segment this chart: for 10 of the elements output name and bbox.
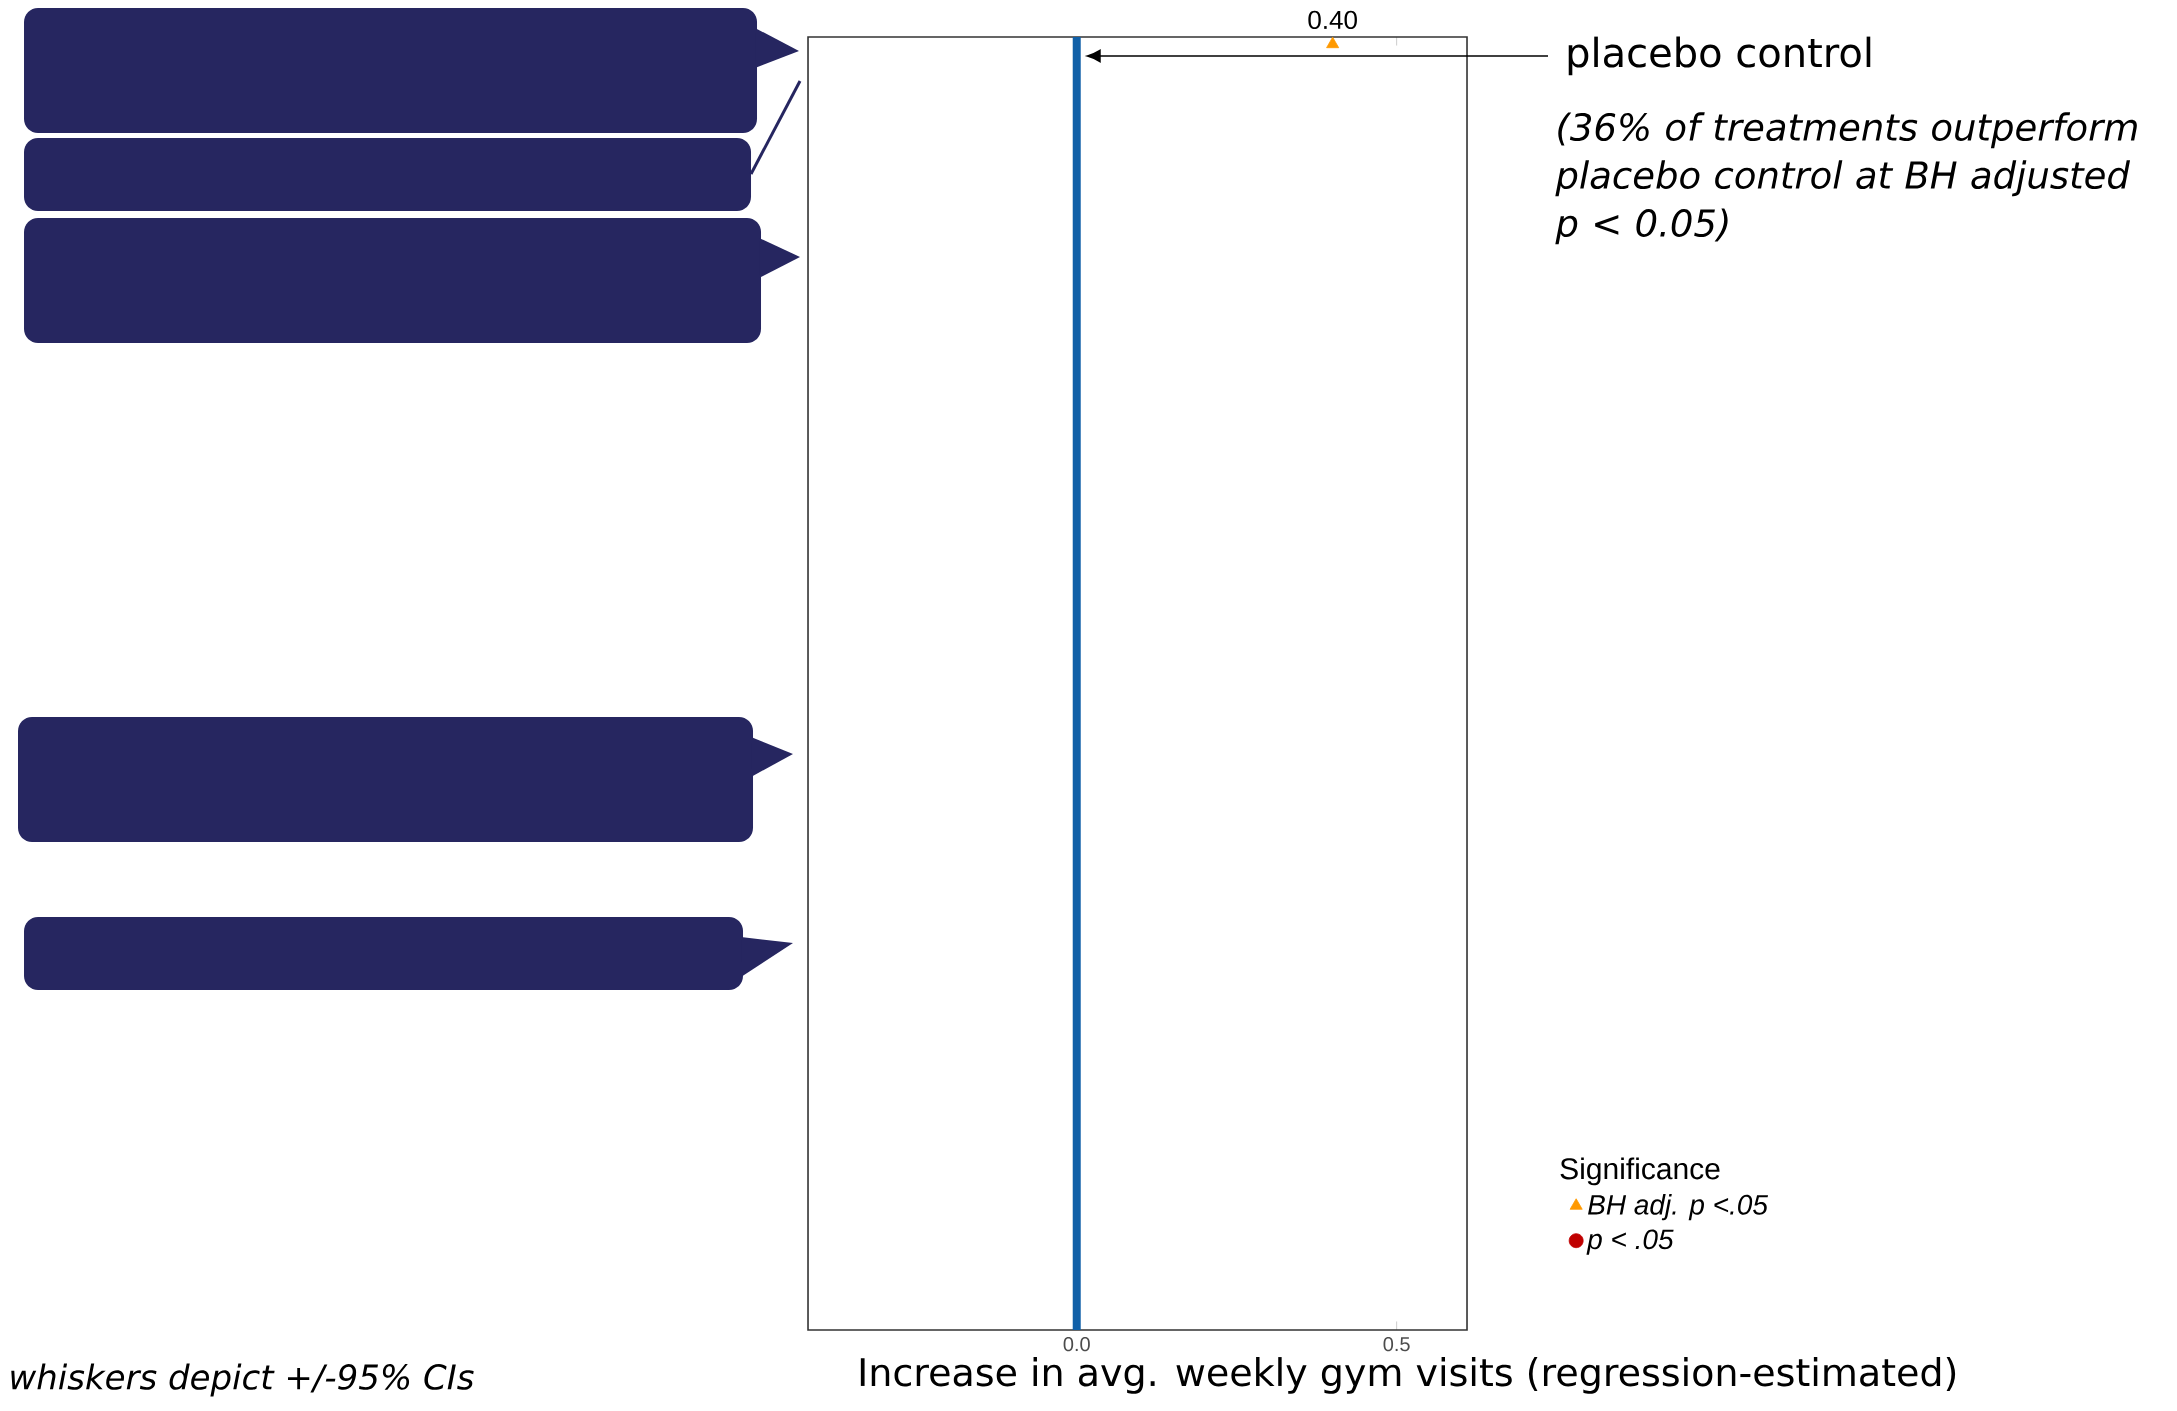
- text: (36% of treatments outperform placebo control at BH adjusted p < 0.05): [1555, 112, 2137, 245]
- legend-label: BH adj. p <.05: [1588, 1194, 1769, 1221]
- text: placebo control: [1568, 36, 1871, 76]
- x-axis-title: Increase in avg. weekly gym visits (regression-estimated): [860, 1357, 1956, 1394]
- x-tick-label: 0.0: [1063, 1337, 1090, 1352]
- legend-title: Significance: [1560, 1157, 1720, 1186]
- legend-label: p < .05: [1586, 1229, 1674, 1255]
- text: whiskers depict +/-95% CIs: [11, 1363, 474, 1397]
- x-tick-label: 0.5: [1383, 1337, 1410, 1352]
- data-label: 0.40: [1308, 10, 1357, 30]
